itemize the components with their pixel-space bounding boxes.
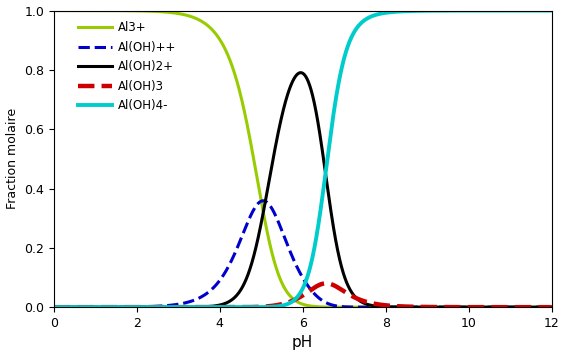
Al(OH)4- [241, 305, 248, 309]
Al(OH)2+ [538, 305, 545, 309]
Al3+ [263, 225, 270, 230]
Al(OH)++ [241, 227, 248, 232]
Line: Al(OH)4-: Al(OH)4- [54, 11, 551, 307]
Legend: Al3+, Al(OH)++, Al(OH)2+, Al(OH)3, Al(OH)4-: Al3+, Al(OH)++, Al(OH)2+, Al(OH)3, Al(OH… [74, 16, 181, 117]
Al3+ [485, 305, 492, 309]
X-axis label: pH: pH [292, 335, 314, 350]
Al(OH)2+ [297, 70, 304, 75]
Al(OH)3 [107, 305, 114, 309]
Al(OH)2+ [263, 194, 270, 199]
Al(OH)3 [263, 304, 270, 309]
Y-axis label: Fraction molaire: Fraction molaire [6, 108, 19, 209]
Al(OH)2+ [548, 305, 555, 309]
Al(OH)4- [538, 9, 545, 13]
Al(OH)3 [323, 281, 329, 286]
Al(OH)2+ [50, 305, 57, 309]
Line: Al3+: Al3+ [54, 11, 551, 307]
Al3+ [107, 9, 114, 13]
Al(OH)++ [548, 305, 555, 309]
Al(OH)++ [107, 305, 114, 309]
Al(OH)3 [137, 305, 144, 309]
Al(OH)3 [241, 305, 248, 309]
Al(OH)4- [263, 305, 270, 309]
Al(OH)2+ [107, 305, 114, 309]
Al(OH)4- [548, 9, 555, 13]
Al(OH)++ [485, 305, 492, 309]
Al(OH)2+ [241, 281, 248, 285]
Al3+ [241, 111, 248, 115]
Al3+ [137, 9, 144, 13]
Line: Al(OH)++: Al(OH)++ [54, 201, 551, 307]
Al(OH)++ [263, 200, 270, 204]
Al(OH)2+ [137, 305, 144, 309]
Al(OH)2+ [485, 305, 492, 309]
Line: Al(OH)2+: Al(OH)2+ [54, 73, 551, 307]
Al(OH)3 [50, 305, 57, 309]
Al(OH)4- [485, 9, 492, 13]
Al(OH)3 [548, 305, 555, 309]
Al3+ [538, 305, 545, 309]
Al3+ [548, 305, 555, 309]
Al(OH)3 [485, 305, 492, 309]
Al(OH)++ [260, 199, 267, 203]
Line: Al(OH)3: Al(OH)3 [54, 283, 551, 307]
Al(OH)4- [137, 305, 144, 309]
Al(OH)++ [137, 305, 144, 309]
Al(OH)4- [50, 305, 57, 309]
Al3+ [50, 9, 57, 13]
Al(OH)++ [50, 305, 57, 309]
Al(OH)3 [538, 305, 545, 309]
Al(OH)++ [538, 305, 545, 309]
Al(OH)4- [107, 305, 114, 309]
